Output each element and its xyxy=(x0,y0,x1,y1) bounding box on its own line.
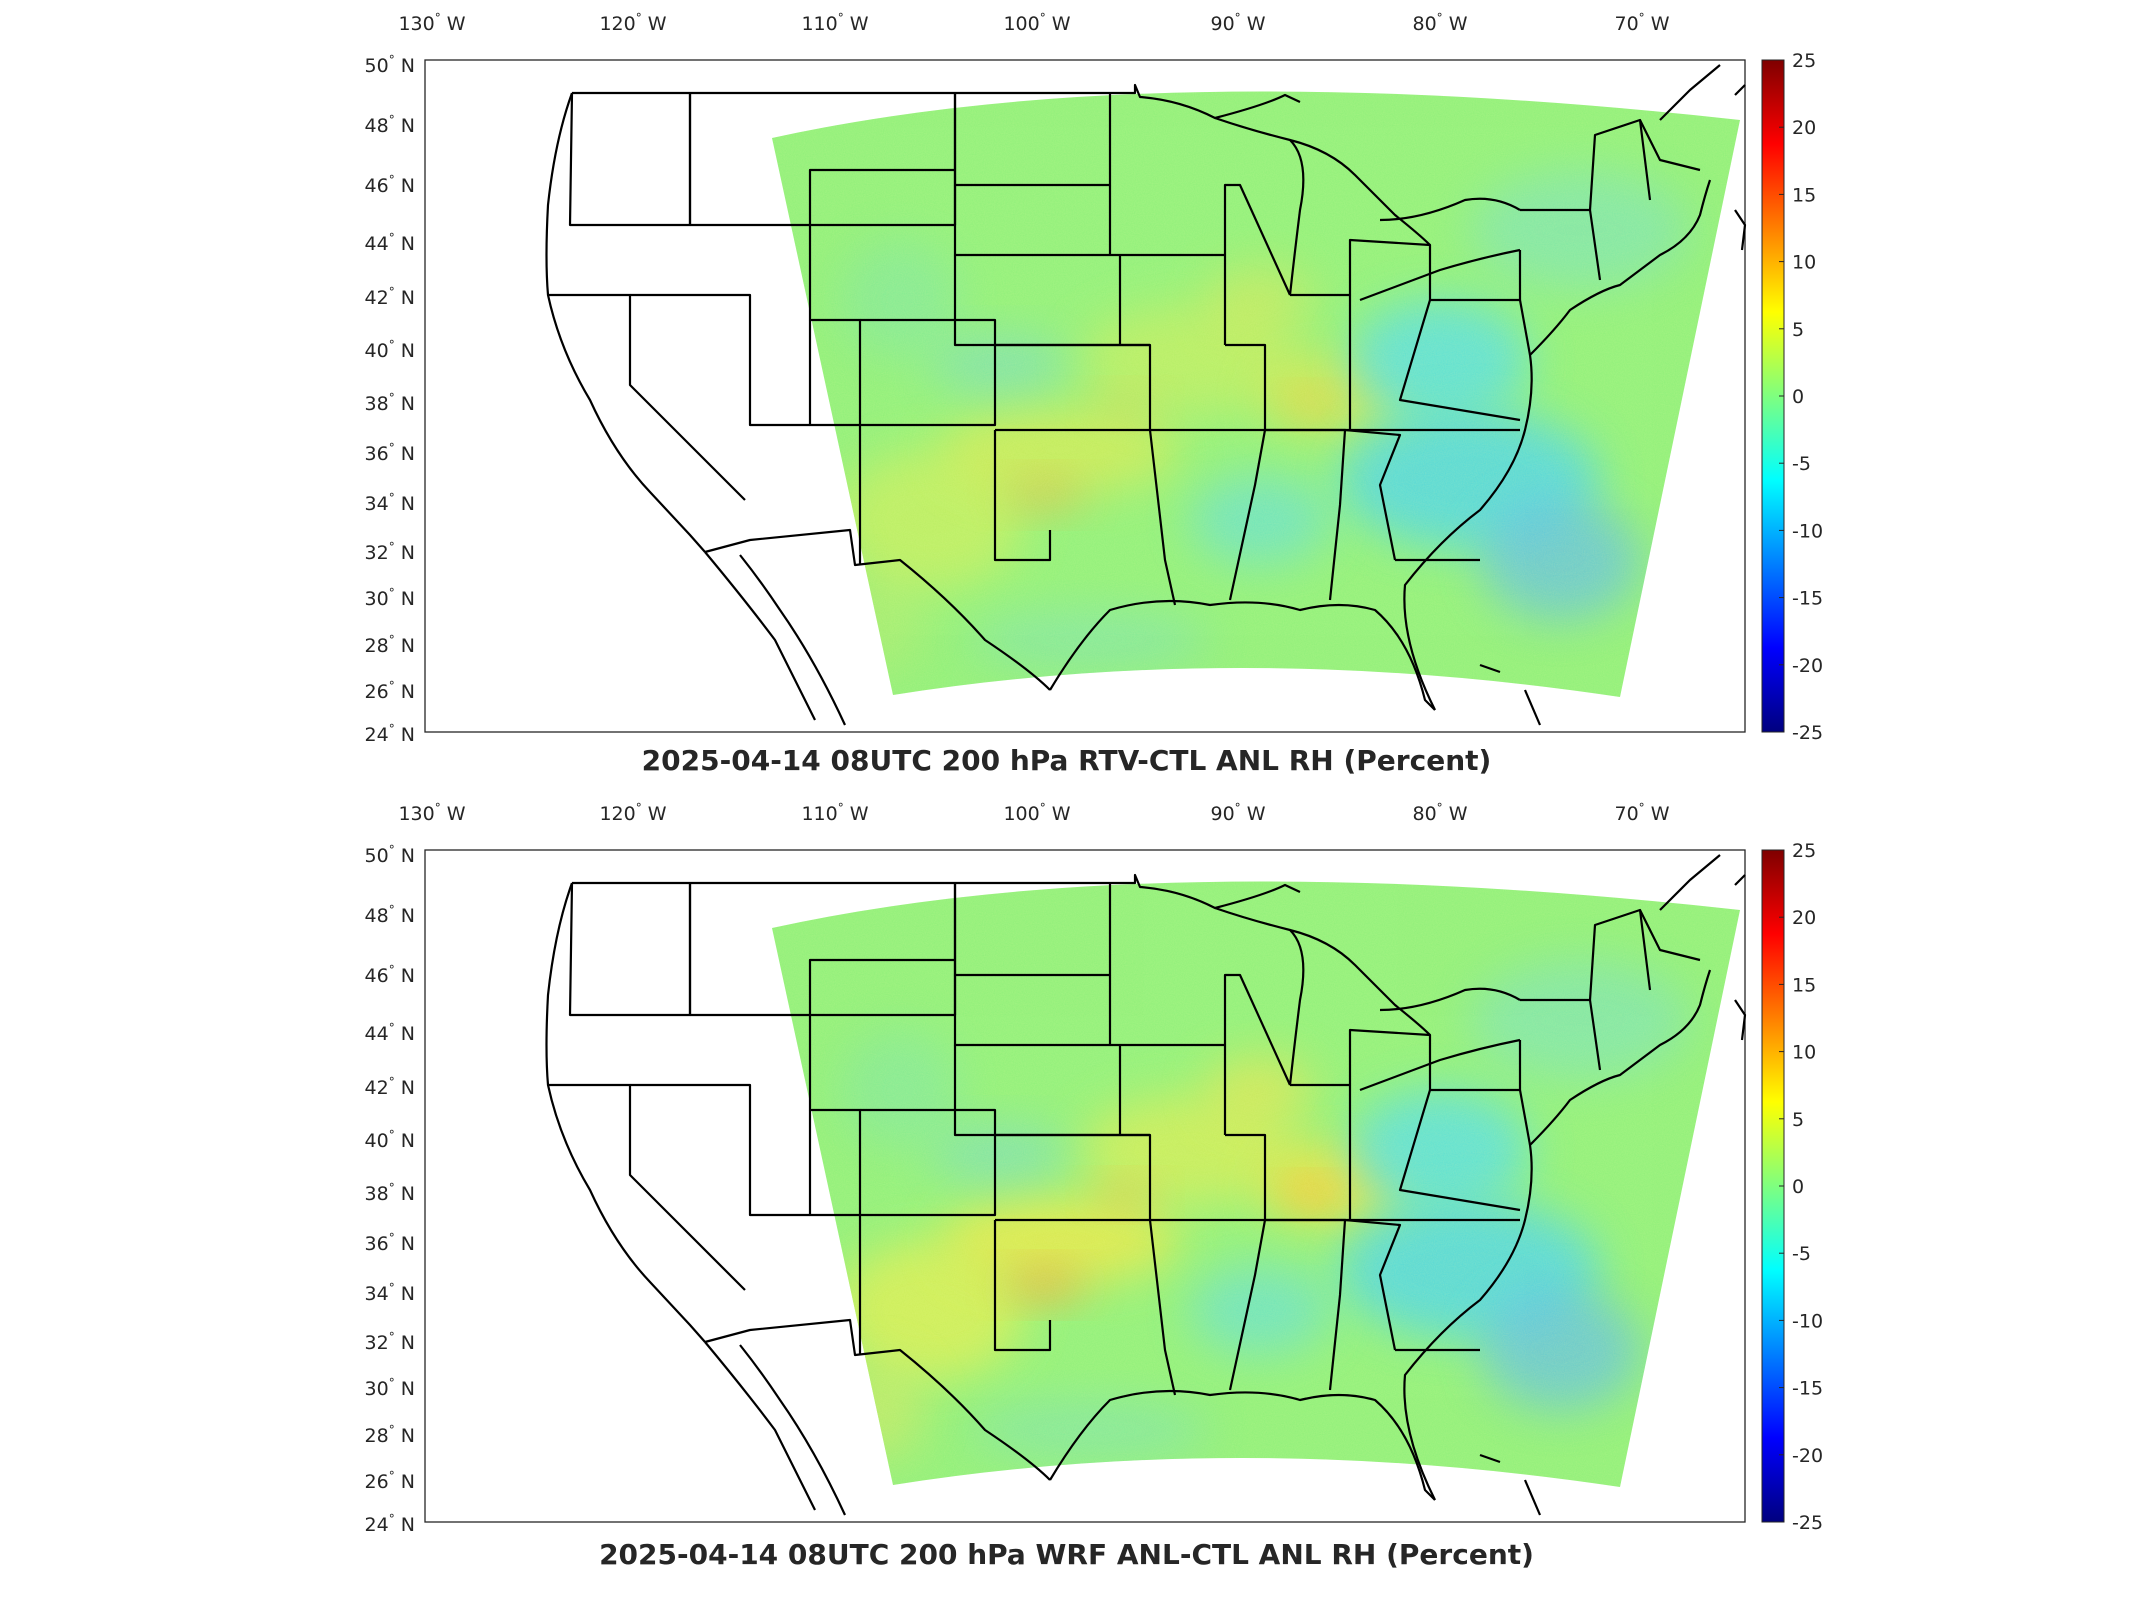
lat-label: 32° N xyxy=(365,1330,415,1354)
lat-label: 44° N xyxy=(365,1021,415,1045)
lat-label: 34° N xyxy=(365,491,415,515)
lat-label: 26° N xyxy=(365,1469,415,1493)
lon-label: 120° W xyxy=(599,801,666,825)
lat-label: 44° N xyxy=(365,231,415,255)
lat-label: 42° N xyxy=(365,1075,415,1099)
colorbar-tick-label: -5 xyxy=(1792,453,1811,475)
colorbar-tick-label: -10 xyxy=(1792,1310,1823,1332)
colorbar-tick-label: -20 xyxy=(1792,1445,1823,1467)
lon-label: 100° W xyxy=(1003,801,1070,825)
lat-label: 26° N xyxy=(365,679,415,703)
map-figure-top: 130° W 120° W 110° W 100° W 90° W 80° W 70° W 5… xyxy=(365,11,1824,746)
colorbar-tick-label: -25 xyxy=(1792,722,1823,744)
lon-label: 120° W xyxy=(599,11,666,35)
lat-label: 38° N xyxy=(365,391,415,415)
lat-label: 32° N xyxy=(365,540,415,564)
colorbar-tick-label: 15 xyxy=(1792,974,1816,996)
lon-label: 70° W xyxy=(1614,801,1669,825)
colorbar-tick-label: 0 xyxy=(1792,1176,1804,1198)
lon-label: 80° W xyxy=(1412,801,1467,825)
colorbar-tick-label: 5 xyxy=(1792,1109,1804,1131)
map-panel-bottom: 130° W 120° W 110° W 100° W 90° W 80° W 70° W 5… xyxy=(0,790,2133,1580)
boundary-lines xyxy=(545,854,1747,1516)
lat-label: 48° N xyxy=(365,113,415,137)
lon-label: 130° W xyxy=(398,11,465,35)
lat-label: 50° N xyxy=(365,53,415,77)
lon-label: 90° W xyxy=(1210,801,1265,825)
colorbar-tick-label: 25 xyxy=(1792,50,1816,72)
lon-label: 110° W xyxy=(801,11,868,35)
colorbar-tick-label: 0 xyxy=(1792,386,1804,408)
lon-label: 100° W xyxy=(1003,11,1070,35)
map-figure-bottom: 130° W 120° W 110° W 100° W 90° W 80° W 70° W 5… xyxy=(365,801,1824,1536)
lon-label: 90° W xyxy=(1210,11,1265,35)
lat-label: 50° N xyxy=(365,843,415,867)
panel-title-top: 2025-04-14 08UTC 200 hPa RTV-CTL ANL RH … xyxy=(641,744,1492,777)
colorbar-tick-label: 20 xyxy=(1792,117,1816,139)
colorbar-tick-label: -15 xyxy=(1792,1378,1823,1400)
colorbar-tick-label: -10 xyxy=(1792,520,1823,542)
colorbar-tick-label: -20 xyxy=(1792,655,1823,677)
lat-label: 30° N xyxy=(365,1376,415,1400)
lat-label: 40° N xyxy=(365,1128,415,1152)
colorbar-tick-label: 5 xyxy=(1792,319,1804,341)
lon-label: 130° W xyxy=(398,801,465,825)
lat-label: 42° N xyxy=(365,285,415,309)
lat-label: 36° N xyxy=(365,441,415,465)
colorbar-tick-label: -15 xyxy=(1792,588,1823,610)
lat-label: 34° N xyxy=(365,1281,415,1305)
lat-label: 24° N xyxy=(365,722,415,746)
colorbar-tick-label: 20 xyxy=(1792,907,1816,929)
lat-label: 28° N xyxy=(365,633,415,657)
colorbar-tick-label: 10 xyxy=(1792,252,1816,274)
colorbar-tick-label: 15 xyxy=(1792,184,1816,206)
map-panel-top: 130° W 120° W 110° W 100° W 90° W 80° W 70° W 5… xyxy=(0,0,2133,790)
lat-label: 40° N xyxy=(365,338,415,362)
lon-label: 80° W xyxy=(1412,11,1467,35)
lat-label: 46° N xyxy=(365,963,415,987)
rh-difference-field xyxy=(772,91,1740,697)
lat-label: 38° N xyxy=(365,1181,415,1205)
colorbar-tick-label: 25 xyxy=(1792,840,1816,862)
boundary-lines xyxy=(545,64,1747,726)
colorbar-tick-label: -5 xyxy=(1792,1243,1811,1265)
lat-label: 24° N xyxy=(365,1512,415,1536)
lat-label: 36° N xyxy=(365,1231,415,1255)
lat-label: 48° N xyxy=(365,903,415,927)
lat-label: 28° N xyxy=(365,1423,415,1447)
rh-difference-field xyxy=(772,881,1740,1487)
panel-title-bottom: 2025-04-14 08UTC 200 hPa WRF ANL-CTL ANL… xyxy=(599,1538,1534,1571)
colorbar-tick-label: -25 xyxy=(1792,1512,1823,1534)
lon-label: 70° W xyxy=(1614,11,1669,35)
lat-label: 30° N xyxy=(365,586,415,610)
lat-label: 46° N xyxy=(365,173,415,197)
colorbar-tick-label: 10 xyxy=(1792,1042,1816,1064)
lon-label: 110° W xyxy=(801,801,868,825)
